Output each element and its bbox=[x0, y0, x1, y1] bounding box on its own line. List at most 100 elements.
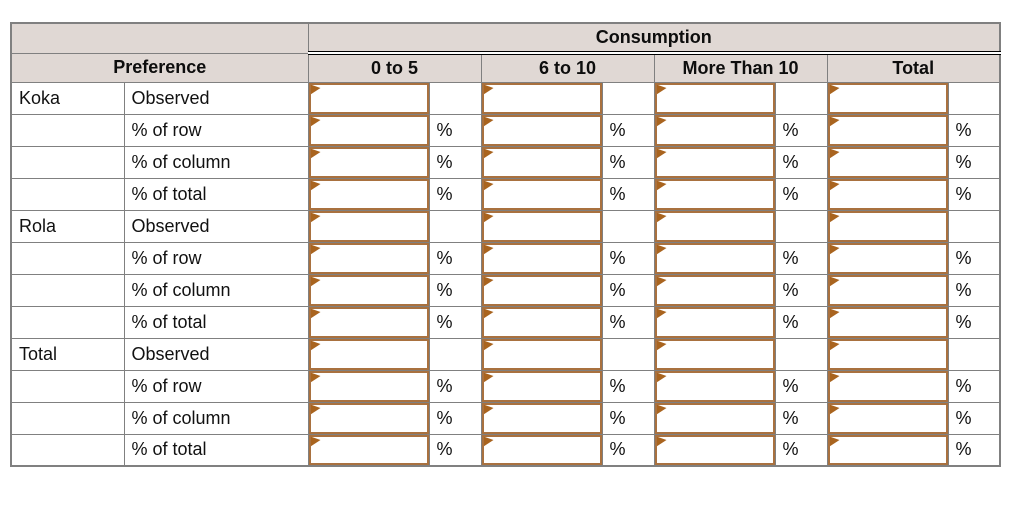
flag-icon bbox=[656, 372, 667, 383]
value-input-6to10[interactable] bbox=[482, 211, 601, 241]
value-cell-morethan10 bbox=[653, 401, 776, 435]
value-input-morethan10[interactable] bbox=[655, 403, 774, 433]
value-input-total[interactable] bbox=[828, 83, 947, 113]
value-input-morethan10[interactable] bbox=[655, 275, 774, 305]
table-row: % of total % % % % bbox=[10, 305, 1001, 339]
value-input-morethan10[interactable] bbox=[655, 371, 774, 401]
percent-label: % bbox=[601, 241, 655, 275]
percent-label: % bbox=[428, 433, 482, 467]
flag-icon bbox=[656, 340, 667, 351]
percent-label bbox=[774, 81, 828, 115]
flag-icon bbox=[829, 276, 840, 287]
value-input-total[interactable] bbox=[828, 147, 947, 177]
value-input-morethan10[interactable] bbox=[655, 211, 774, 241]
value-input-0to5[interactable] bbox=[309, 83, 428, 113]
value-input-total[interactable] bbox=[828, 339, 947, 369]
value-input-0to5[interactable] bbox=[309, 307, 428, 337]
value-cell-total bbox=[826, 273, 949, 307]
value-input-6to10[interactable] bbox=[482, 435, 601, 465]
value-input-0to5[interactable] bbox=[309, 179, 428, 209]
value-input-0to5[interactable] bbox=[309, 243, 428, 273]
value-cell-total bbox=[826, 145, 949, 179]
percent-label bbox=[947, 81, 1001, 115]
value-input-morethan10[interactable] bbox=[655, 339, 774, 369]
value-input-6to10[interactable] bbox=[482, 371, 601, 401]
row-group-label bbox=[10, 273, 125, 307]
value-input-morethan10[interactable] bbox=[655, 83, 774, 113]
crosstab-table-container: Consumption Preference 0 to 5 6 to 10 Mo… bbox=[10, 22, 1001, 467]
value-input-morethan10[interactable] bbox=[655, 147, 774, 177]
value-input-0to5[interactable] bbox=[309, 403, 428, 433]
value-input-total[interactable] bbox=[828, 435, 947, 465]
table-row: % of row % % % % bbox=[10, 241, 1001, 275]
row-group-label bbox=[10, 401, 125, 435]
value-input-0to5[interactable] bbox=[309, 435, 428, 465]
row-stat-label: % of total bbox=[123, 177, 309, 211]
value-cell-morethan10 bbox=[653, 369, 776, 403]
value-input-6to10[interactable] bbox=[482, 275, 601, 305]
value-input-0to5[interactable] bbox=[309, 371, 428, 401]
value-input-6to10[interactable] bbox=[482, 147, 601, 177]
value-input-6to10[interactable] bbox=[482, 83, 601, 113]
percent-label: % bbox=[947, 401, 1001, 435]
value-cell-0to5 bbox=[307, 145, 430, 179]
crosstab-table: Consumption Preference 0 to 5 6 to 10 Mo… bbox=[10, 22, 1001, 467]
percent-label: % bbox=[428, 145, 482, 179]
value-input-0to5[interactable] bbox=[309, 275, 428, 305]
percent-label: % bbox=[774, 401, 828, 435]
value-cell-total bbox=[826, 337, 949, 371]
flag-icon bbox=[656, 148, 667, 159]
table-row: Total Observed bbox=[10, 337, 1001, 371]
flag-icon bbox=[656, 116, 667, 127]
value-input-total[interactable] bbox=[828, 211, 947, 241]
value-cell-6to10 bbox=[480, 81, 603, 115]
value-input-total[interactable] bbox=[828, 179, 947, 209]
value-input-6to10[interactable] bbox=[482, 403, 601, 433]
value-input-0to5[interactable] bbox=[309, 339, 428, 369]
value-cell-0to5 bbox=[307, 337, 430, 371]
value-cell-6to10 bbox=[480, 113, 603, 147]
flag-icon bbox=[829, 180, 840, 191]
value-input-morethan10[interactable] bbox=[655, 115, 774, 145]
value-input-morethan10[interactable] bbox=[655, 243, 774, 273]
value-cell-total bbox=[826, 369, 949, 403]
value-input-total[interactable] bbox=[828, 115, 947, 145]
value-input-morethan10[interactable] bbox=[655, 435, 774, 465]
value-cell-total bbox=[826, 305, 949, 339]
flag-icon bbox=[483, 340, 494, 351]
percent-label: % bbox=[601, 433, 655, 467]
table-row: % of column % % % % bbox=[10, 273, 1001, 307]
value-input-total[interactable] bbox=[828, 275, 947, 305]
percent-label: % bbox=[774, 145, 828, 179]
value-input-0to5[interactable] bbox=[309, 147, 428, 177]
row-group-label bbox=[10, 305, 125, 339]
value-cell-total bbox=[826, 209, 949, 243]
row-stat-label: % of row bbox=[123, 369, 309, 403]
value-input-6to10[interactable] bbox=[482, 115, 601, 145]
value-input-0to5[interactable] bbox=[309, 115, 428, 145]
value-input-6to10[interactable] bbox=[482, 307, 601, 337]
percent-label: % bbox=[428, 177, 482, 211]
col-header-morethan10: More Than 10 bbox=[653, 52, 828, 83]
value-input-total[interactable] bbox=[828, 371, 947, 401]
flag-icon bbox=[829, 116, 840, 127]
value-input-morethan10[interactable] bbox=[655, 307, 774, 337]
value-input-total[interactable] bbox=[828, 307, 947, 337]
value-input-6to10[interactable] bbox=[482, 179, 601, 209]
percent-label bbox=[947, 337, 1001, 371]
row-group-label bbox=[10, 113, 125, 147]
flag-icon bbox=[656, 212, 667, 223]
value-cell-morethan10 bbox=[653, 337, 776, 371]
value-input-total[interactable] bbox=[828, 243, 947, 273]
value-input-0to5[interactable] bbox=[309, 211, 428, 241]
value-input-total[interactable] bbox=[828, 403, 947, 433]
value-input-morethan10[interactable] bbox=[655, 179, 774, 209]
value-input-6to10[interactable] bbox=[482, 243, 601, 273]
value-input-6to10[interactable] bbox=[482, 339, 601, 369]
value-cell-0to5 bbox=[307, 273, 430, 307]
flag-icon bbox=[656, 276, 667, 287]
value-cell-0to5 bbox=[307, 401, 430, 435]
percent-label: % bbox=[601, 273, 655, 307]
percent-label bbox=[601, 209, 655, 243]
percent-label bbox=[601, 337, 655, 371]
